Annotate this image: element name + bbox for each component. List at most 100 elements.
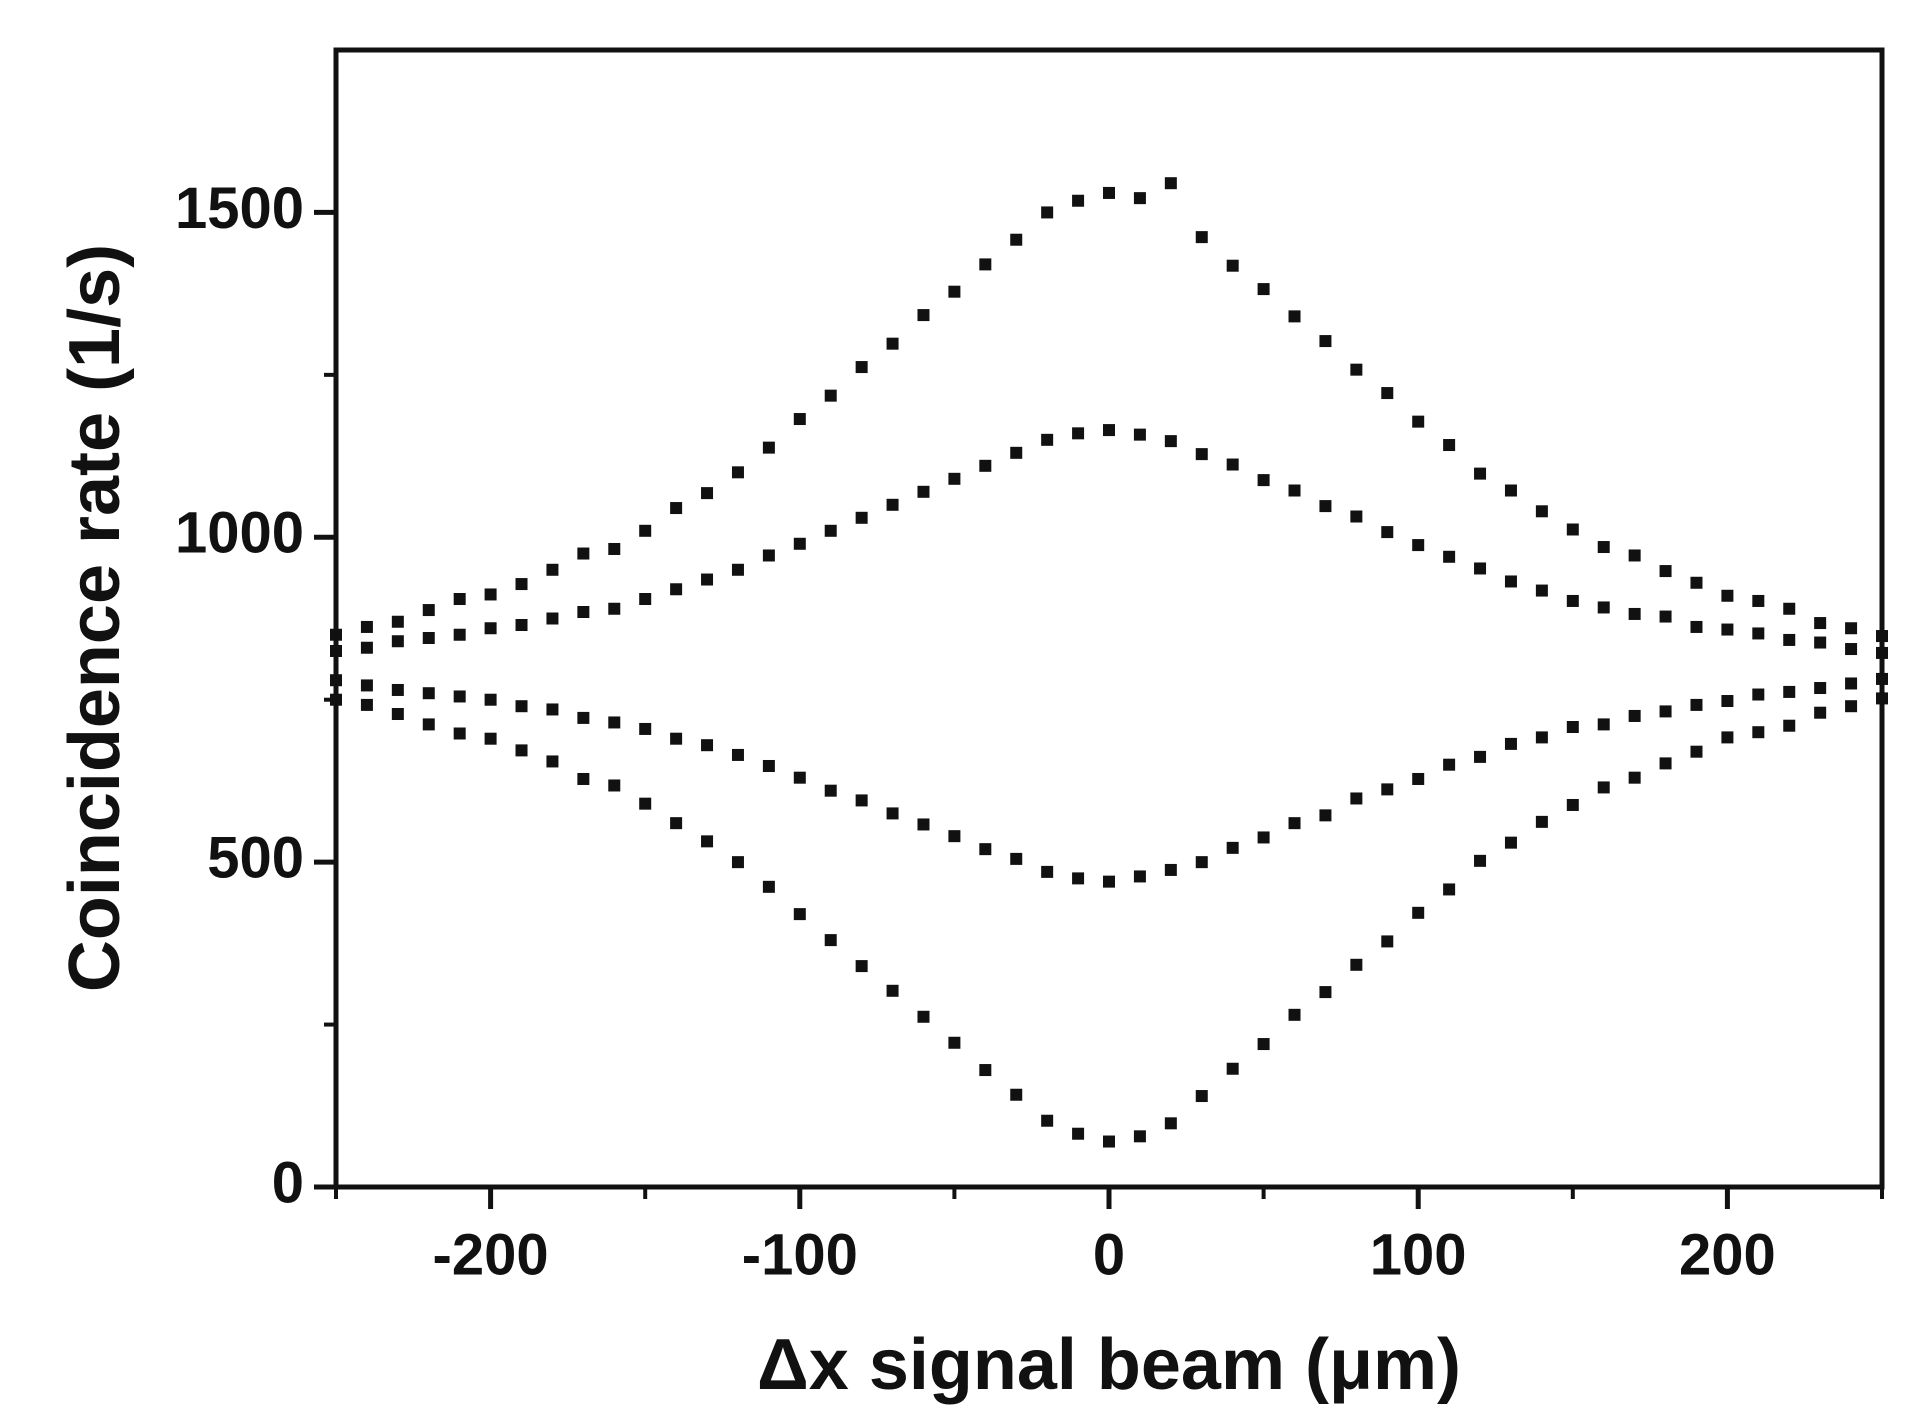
point xyxy=(1628,549,1641,562)
point xyxy=(1257,1038,1270,1051)
point xyxy=(1103,424,1115,437)
point xyxy=(1288,817,1301,830)
point xyxy=(1319,500,1332,513)
point xyxy=(608,716,621,729)
point xyxy=(1845,677,1858,690)
point xyxy=(731,856,744,869)
point xyxy=(731,563,744,576)
point xyxy=(1597,541,1610,554)
point xyxy=(639,524,652,537)
point xyxy=(484,732,497,745)
x-tick-label: -200 xyxy=(433,1222,549,1287)
point xyxy=(824,784,837,797)
point xyxy=(1876,692,1888,705)
point xyxy=(1164,1117,1177,1130)
point xyxy=(1412,906,1425,919)
point xyxy=(670,583,683,596)
point xyxy=(1474,467,1487,480)
point xyxy=(453,593,466,606)
point xyxy=(1041,1114,1054,1127)
point xyxy=(1474,750,1487,763)
point xyxy=(1628,771,1641,784)
point xyxy=(1103,1135,1115,1148)
point xyxy=(1010,1088,1023,1101)
point xyxy=(1010,446,1023,459)
point xyxy=(1597,781,1610,794)
point xyxy=(546,755,559,768)
point xyxy=(577,772,590,785)
point xyxy=(546,612,559,625)
y-tick-label: 500 xyxy=(207,825,304,890)
point xyxy=(1226,458,1239,471)
point xyxy=(453,690,466,703)
point xyxy=(948,472,961,485)
point xyxy=(1319,986,1332,999)
point xyxy=(979,843,992,856)
point xyxy=(670,502,683,515)
point xyxy=(701,573,714,586)
point xyxy=(1814,617,1827,630)
point xyxy=(917,485,930,498)
point xyxy=(515,618,528,631)
point xyxy=(762,441,775,454)
point xyxy=(1257,831,1270,844)
point xyxy=(1350,792,1363,805)
point xyxy=(608,602,621,615)
point xyxy=(330,628,342,641)
point xyxy=(1381,935,1394,948)
point xyxy=(1350,958,1363,971)
point xyxy=(855,794,868,807)
point xyxy=(639,722,652,735)
point xyxy=(1443,550,1456,563)
point xyxy=(886,807,899,820)
point xyxy=(1133,192,1146,205)
point xyxy=(453,727,466,740)
point xyxy=(1721,695,1734,708)
plot-frame xyxy=(333,47,1885,1190)
point xyxy=(701,739,714,752)
point xyxy=(1814,636,1827,649)
point xyxy=(1504,484,1517,497)
y-tick-label: 1500 xyxy=(175,176,304,241)
point xyxy=(577,711,590,724)
point xyxy=(330,674,342,687)
point xyxy=(855,511,868,524)
point xyxy=(1659,705,1672,718)
point xyxy=(1103,875,1115,888)
point xyxy=(1474,562,1487,575)
point xyxy=(391,635,404,648)
point xyxy=(886,337,899,350)
x-tick-label: 100 xyxy=(1370,1222,1467,1287)
point xyxy=(1597,601,1610,614)
point xyxy=(1381,387,1394,400)
point xyxy=(515,700,528,713)
point xyxy=(1783,602,1796,615)
point xyxy=(1628,607,1641,620)
point xyxy=(1535,731,1548,744)
point xyxy=(1226,841,1239,854)
point xyxy=(762,549,775,562)
point xyxy=(1690,745,1703,758)
y-tick-label: 0 xyxy=(272,1150,304,1215)
point xyxy=(1381,783,1394,796)
point xyxy=(1690,576,1703,589)
point xyxy=(1659,610,1672,623)
point xyxy=(1845,643,1858,656)
point xyxy=(1381,526,1394,539)
point xyxy=(360,641,373,654)
point xyxy=(546,703,559,716)
point xyxy=(824,524,837,537)
point xyxy=(917,1010,930,1023)
point xyxy=(1257,474,1270,487)
point xyxy=(731,748,744,761)
point xyxy=(1783,633,1796,646)
point xyxy=(855,361,868,374)
point xyxy=(1319,335,1332,348)
point xyxy=(639,593,652,606)
x-axis-label: Δx signal beam (μm) xyxy=(757,1325,1461,1405)
point xyxy=(1474,854,1487,867)
point xyxy=(1752,627,1765,640)
point xyxy=(546,563,559,576)
point xyxy=(670,817,683,830)
point xyxy=(1072,1127,1085,1140)
